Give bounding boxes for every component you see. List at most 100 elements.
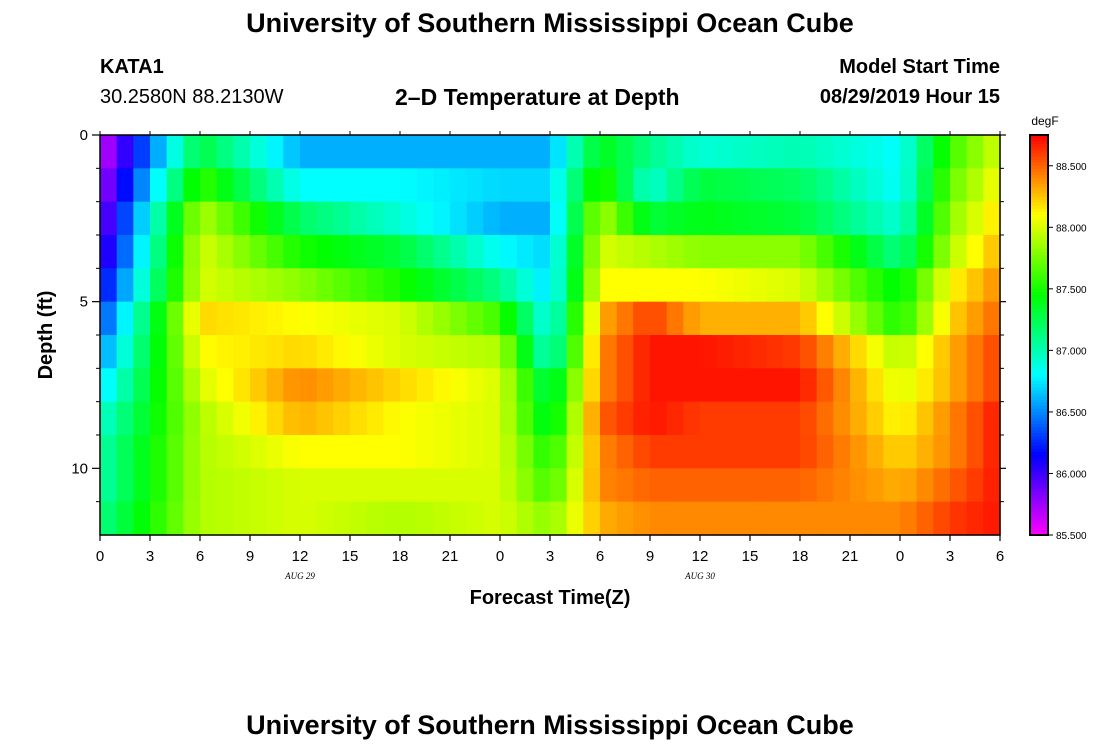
heatmap-cell: [416, 268, 434, 303]
heatmap-cell: [883, 468, 901, 503]
colorbar-segment: [1030, 375, 1048, 379]
heatmap-cell: [266, 435, 284, 469]
heatmap-cell: [266, 301, 284, 336]
heatmap-cell: [516, 368, 534, 403]
heatmap-cell: [566, 201, 584, 236]
heatmap-cell: [600, 301, 618, 336]
x-tick-label: 6: [596, 548, 604, 565]
heatmap-cell: [233, 468, 251, 503]
heatmap-cell: [183, 501, 201, 536]
heatmap-cell: [333, 335, 351, 369]
colorbar-unit: degF: [1031, 114, 1058, 128]
colorbar-segment: [1030, 258, 1048, 262]
heatmap-cell: [983, 335, 1001, 369]
heatmap-cell: [616, 335, 634, 369]
heatmap-cell: [283, 468, 301, 503]
heatmap-cell: [450, 268, 468, 303]
colorbar-segment: [1030, 310, 1048, 315]
heatmap-cell: [283, 301, 301, 336]
heatmap-cell: [316, 168, 334, 203]
heatmap-cell: [700, 268, 718, 303]
heatmap-cell: [716, 268, 734, 303]
heatmap-cell: [150, 268, 168, 303]
page-title: University of Southern Mississippi Ocean…: [246, 8, 854, 38]
heatmap-cell: [250, 301, 268, 336]
heatmap-cell: [266, 168, 284, 203]
heatmap-cell: [433, 335, 451, 369]
heatmap-cell: [816, 268, 834, 303]
x-tick-label: 15: [342, 548, 359, 565]
heatmap-cell: [233, 135, 251, 169]
x-tick-label: 9: [246, 548, 254, 565]
colorbar-segment: [1030, 427, 1048, 431]
heatmap-cell: [950, 168, 968, 203]
colorbar-segment: [1030, 387, 1048, 391]
colorbar-segment: [1030, 138, 1048, 142]
heatmap-cell: [866, 368, 884, 403]
heatmap-cell: [766, 301, 784, 336]
heatmap-cell: [100, 501, 118, 536]
heatmap-cell: [983, 268, 1001, 303]
colorbar-segment: [1030, 356, 1048, 361]
heatmap-cell: [433, 401, 451, 436]
heatmap-cell: [566, 401, 584, 436]
heatmap-cell: [700, 435, 718, 469]
colorbar-segment: [1030, 473, 1048, 478]
heatmap-cell: [633, 301, 651, 336]
heatmap-cell: [783, 235, 801, 269]
heatmap-cell: [983, 401, 1001, 436]
heatmap-cell: [216, 401, 234, 436]
y-tick-label: 5: [80, 294, 88, 311]
heatmap-cell: [650, 235, 668, 269]
heatmap-cell: [133, 301, 151, 336]
colorbar-segment: [1030, 525, 1048, 530]
heatmap-cell: [100, 235, 118, 269]
heatmap-cell: [216, 235, 234, 269]
heatmap-cell: [150, 468, 168, 503]
heatmap-cell: [916, 135, 934, 169]
heatmap-cell: [733, 135, 751, 169]
heatmap-cell: [200, 435, 218, 469]
heatmap-cell: [550, 435, 568, 469]
heatmap-cell: [666, 468, 684, 503]
heatmap-cell: [383, 168, 401, 203]
heatmap-cell: [283, 401, 301, 436]
heatmap-cell: [916, 401, 934, 436]
heatmap-cell: [366, 368, 384, 403]
heatmap-cell: [416, 435, 434, 469]
heatmap-cell: [683, 435, 701, 469]
heatmap-cell: [866, 201, 884, 236]
colorbar-segment: [1030, 196, 1048, 201]
heatmap-cell: [850, 201, 868, 236]
heatmap-cell: [766, 268, 784, 303]
heatmap-cell: [716, 201, 734, 236]
heatmap-cell: [900, 401, 918, 436]
heatmap-cell: [950, 501, 968, 536]
colorbar-segment: [1030, 458, 1048, 462]
heatmap-cell: [133, 368, 151, 403]
heatmap-cell: [266, 368, 284, 403]
heatmap-cell: [433, 501, 451, 536]
heatmap-cell: [850, 268, 868, 303]
heatmap-cell: [116, 468, 134, 503]
x-tick-label: 15: [742, 548, 759, 565]
heatmap-cell: [916, 335, 934, 369]
heatmap-cell: [250, 501, 268, 536]
heatmap-cell: [266, 268, 284, 303]
heatmap-cell: [733, 401, 751, 436]
heatmap-cell: [783, 168, 801, 203]
colorbar-segment: [1030, 335, 1048, 339]
heatmap-cell: [683, 135, 701, 169]
heatmap-cell: [650, 468, 668, 503]
heatmap-cell: [650, 301, 668, 336]
heatmap-cell: [233, 401, 251, 436]
heatmap-cell: [933, 468, 951, 503]
heatmap-cell: [800, 468, 818, 503]
colorbar-segment: [1030, 498, 1048, 502]
heatmap-cell: [633, 368, 651, 403]
heatmap-cell: [916, 235, 934, 269]
heatmap-cell: [583, 468, 601, 503]
heatmap-cell: [683, 268, 701, 303]
heatmap-cell: [250, 368, 268, 403]
heatmap-cell: [450, 168, 468, 203]
